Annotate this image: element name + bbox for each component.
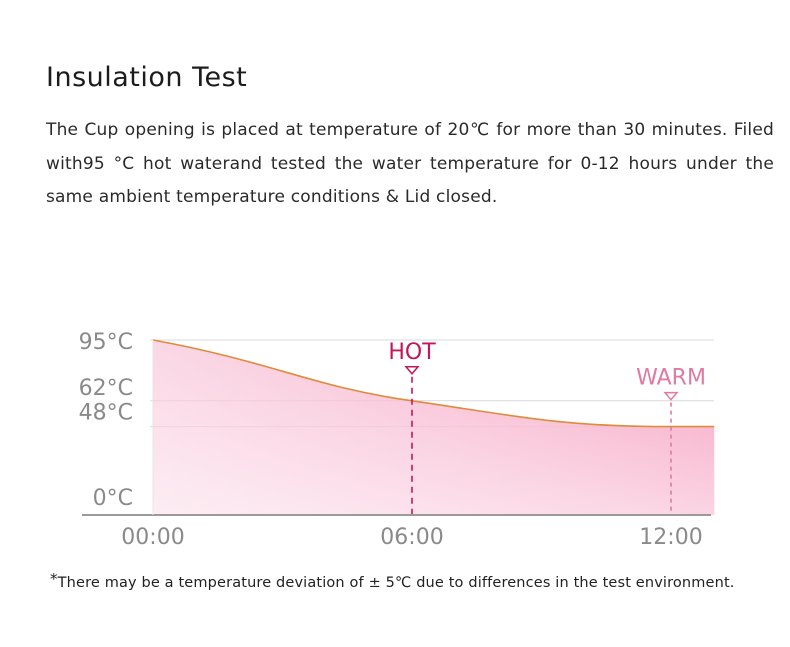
x-tick-label-0: 00:00 — [121, 525, 184, 550]
y-tick-label-95: 95°C — [79, 330, 133, 355]
tick-labels: 95°C 62°C48°C 0°C 00:00 06:00 12:00 — [79, 330, 703, 550]
area-fill-fade — [153, 340, 715, 515]
footnote-star: * — [50, 570, 58, 588]
x-tick-label-2: 12:00 — [639, 525, 702, 550]
y-tick-label-48: 48°C — [79, 401, 133, 426]
y-tick-label-0: 0°C — [93, 486, 133, 511]
warm-marker-arrow — [663, 391, 679, 401]
hot-marker-arrow — [404, 366, 420, 375]
x-tick-label-1: 06:00 — [380, 525, 443, 550]
area-fill — [152, 339, 715, 515]
test-description: The Cup opening is placed at temperature… — [46, 120, 774, 207]
insulation-chart: HOT WARM 95°C 62°C48°C 0°C 00:00 06:00 12:00 — [79, 330, 715, 550]
footnote-text: There may be a temperature deviation of … — [57, 575, 735, 591]
hot-label: HOT — [388, 340, 436, 365]
warm-label: WARM — [636, 366, 706, 391]
page-title: Insulation Test — [46, 62, 248, 93]
y-tick-label-62: 62°C — [79, 376, 133, 401]
axes — [82, 340, 711, 516]
annotations: HOT WARM — [388, 340, 706, 515]
footnote: *There may be a temperature deviation of… — [50, 570, 775, 591]
